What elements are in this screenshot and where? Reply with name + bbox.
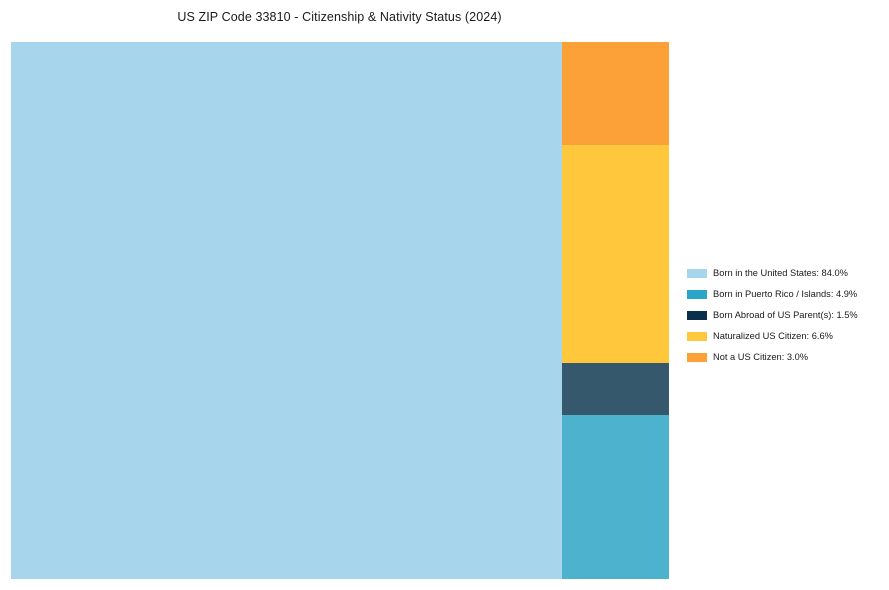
treemap-tile-born-abroad-of-us-parents[interactable] [562,363,669,415]
legend-item-label: Naturalized US Citizen: 6.6% [713,331,833,341]
legend-item-naturalized-us-citizen[interactable]: Naturalized US Citizen: 6.6% [687,326,882,347]
legend-swatch-icon [687,353,707,362]
legend-item-label: Born Abroad of US Parent(s): 1.5% [713,310,858,320]
chart-title: US ZIP Code 33810 - Citizenship & Nativi… [177,10,502,24]
treemap-tile-not-a-us-citizen[interactable] [562,42,669,145]
legend-item-label: Not a US Citizen: 3.0% [713,352,809,362]
legend-swatch-icon [687,332,707,341]
legend-item-born-in-puerto-rico-islands[interactable]: Born in Puerto Rico / Islands: 4.9% [687,284,882,305]
treemap-tile-born-in-puerto-rico-islands[interactable] [562,415,669,579]
legend-swatch-icon [687,269,707,278]
legend-item-born-abroad-of-us-parents[interactable]: Born Abroad of US Parent(s): 1.5% [687,305,882,326]
legend-swatch-icon [687,290,707,299]
treemap-plot-area [11,42,669,579]
treemap-tile-born-in-the-united-states[interactable] [11,42,562,579]
legend-item-label: Born in Puerto Rico / Islands: 4.9% [713,289,858,299]
legend-item-label: Born in the United States: 84.0% [713,268,848,278]
legend-item-not-a-us-citizen[interactable]: Not a US Citizen: 3.0% [687,347,882,368]
chart-legend: Born in the United States: 84.0% Born in… [687,263,882,368]
legend-item-born-in-the-united-states[interactable]: Born in the United States: 84.0% [687,263,882,284]
treemap-tile-naturalized-us-citizen[interactable] [562,145,669,363]
legend-swatch-icon [687,311,707,320]
